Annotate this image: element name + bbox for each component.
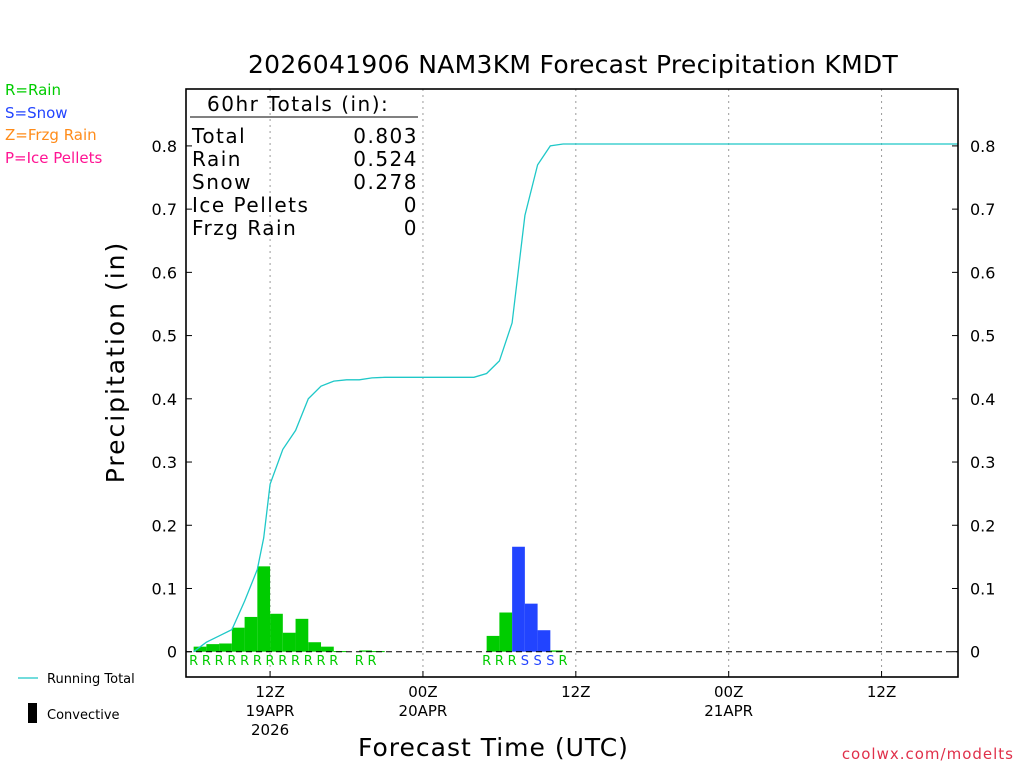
- ptype-letter: R: [240, 654, 249, 669]
- y-tick-label-left: 0.7: [152, 200, 177, 219]
- precip-bar: [512, 546, 525, 652]
- grid-layer: [269, 89, 883, 677]
- precip-bar: [206, 644, 220, 652]
- ptype-letter: R: [367, 654, 376, 669]
- ptype-letter: R: [495, 654, 504, 669]
- precip-bar: [193, 646, 207, 652]
- totals-label-snow: Snow: [192, 170, 252, 194]
- y-tick-label-right: 0.1: [970, 579, 995, 598]
- precip-bar: [486, 635, 500, 652]
- y-tick-label-left: 0.5: [152, 327, 177, 346]
- precip-bar: [270, 613, 283, 652]
- ptype-letter: S: [546, 654, 554, 669]
- page-title: 2026041906 NAM3KM Forecast Precipitation…: [247, 50, 899, 79]
- precip-bar: [537, 630, 551, 652]
- precip-bar: [219, 643, 232, 652]
- x-tick-label: 12Z: [255, 683, 284, 701]
- x-tick-label: 2026: [251, 721, 289, 739]
- y-axis-label: Precipitation (in): [101, 241, 130, 484]
- ptype-letter: R: [304, 654, 313, 669]
- ptype-letter: R: [189, 654, 198, 669]
- ptype-letter: R: [278, 654, 287, 669]
- ptype-letter: R: [559, 654, 568, 669]
- ptype-letter: R: [329, 654, 338, 669]
- y-tick-label-right: 0.7: [970, 200, 995, 219]
- totals-value-total: 0.803: [353, 124, 418, 148]
- ptype-letter: R: [508, 654, 517, 669]
- y-tick-label-right: 0: [970, 643, 980, 662]
- precip-bar: [295, 618, 309, 652]
- totals-box: 60hr Totals (in): Total 0.803 Rain 0.524…: [190, 92, 418, 240]
- precip-bar: [524, 603, 538, 652]
- totals-value-rain: 0.524: [353, 147, 418, 171]
- ptype-letter: R: [482, 654, 491, 669]
- y-tick-label-right: 0.8: [970, 137, 995, 156]
- x-tick-label: 00Z: [408, 683, 437, 701]
- bottom-legend: Running Total Convective: [18, 672, 135, 723]
- x-tick-label: 12Z: [867, 683, 896, 701]
- precip-bar: [244, 616, 258, 652]
- convective-swatch: [28, 703, 37, 723]
- totals-label-freezing-rain: Frzg Rain: [192, 216, 297, 240]
- precip-bar: [499, 612, 513, 652]
- ptype-letter: R: [202, 654, 211, 669]
- precip-bar: [359, 650, 372, 652]
- totals-label-rain: Rain: [192, 147, 242, 171]
- running-total-line: [193, 143, 958, 653]
- totals-label-total: Total: [191, 124, 246, 148]
- y-axis: 0 00.1 0.10.2 0.20.3 0.30.4 0.40.5 0.50.6 0.60.…: [152, 137, 996, 662]
- totals-value-snow: 0.278: [353, 170, 418, 194]
- y-tick-label-left: 0.6: [152, 263, 177, 282]
- ptype-letter: R: [215, 654, 224, 669]
- y-tick-label-right: 0.4: [970, 390, 995, 409]
- y-tick-label-left: 0.3: [152, 453, 177, 472]
- x-axis-label: Forecast Time (UTC): [358, 733, 629, 762]
- y-tick-label-right: 0.6: [970, 263, 995, 282]
- precip-bar: [308, 642, 322, 652]
- x-tick-label: 20APR: [399, 702, 448, 720]
- x-tick-label: 21APR: [704, 702, 753, 720]
- legend-rain: R=Rain: [5, 81, 61, 99]
- precip-bar: [257, 566, 271, 652]
- plot-frame: [185, 88, 959, 678]
- totals-label-ice-pellets: Ice Pellets: [192, 193, 309, 217]
- legend-snow: S=Snow: [5, 104, 68, 122]
- ptype-letter: R: [355, 654, 364, 669]
- ptype-letter: S: [533, 654, 541, 669]
- ptype-letter: S: [521, 654, 529, 669]
- site-credit[interactable]: coolwx.com/modelts: [841, 745, 1014, 763]
- ptype-letter: R: [266, 654, 275, 669]
- y-tick-label-right: 0.2: [970, 516, 995, 535]
- totals-heading: 60hr Totals (in):: [207, 92, 389, 116]
- ptype-letter: R: [317, 654, 326, 669]
- ptype-letter: R: [253, 654, 262, 669]
- y-tick-label-right: 0.3: [970, 453, 995, 472]
- y-tick-label-left: 0: [167, 643, 177, 662]
- totals-value-ice-pellets: 0: [404, 193, 418, 217]
- convective-legend-label: Convective: [47, 708, 120, 723]
- bars-layer: [193, 546, 564, 653]
- y-tick-label-left: 0.4: [152, 390, 177, 409]
- running-total-legend-label: Running Total: [47, 672, 135, 687]
- ptype-letter: R: [227, 654, 236, 669]
- y-tick-label-right: 0.5: [970, 327, 995, 346]
- y-tick-label-left: 0.2: [152, 516, 177, 535]
- x-tick-label: 00Z: [714, 683, 743, 701]
- x-tick-label: 19APR: [246, 702, 295, 720]
- precip-bar: [231, 627, 245, 652]
- y-tick-label-left: 0.8: [152, 137, 177, 156]
- x-tick-label: 12Z: [561, 683, 590, 701]
- y-tick-label-left: 0.1: [152, 579, 177, 598]
- legend-ice-pellets: P=Ice Pellets: [5, 149, 103, 167]
- precip-bar: [550, 650, 564, 652]
- ptype-letter: R: [291, 654, 300, 669]
- precip-bar: [321, 646, 334, 652]
- totals-value-freezing-rain: 0: [404, 216, 418, 240]
- precip-bar: [282, 632, 296, 652]
- legend-freezing-rain: Z=Frzg Rain: [5, 126, 97, 144]
